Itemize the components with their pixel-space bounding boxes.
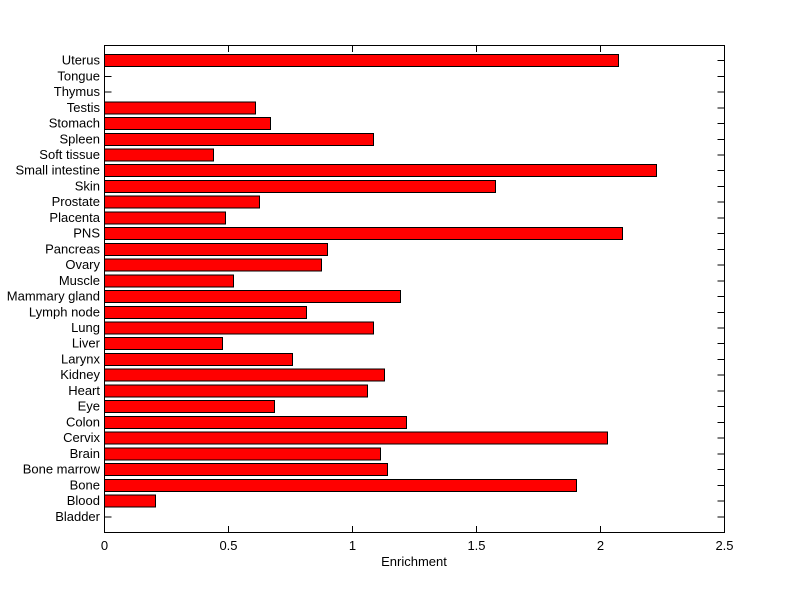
svg-text:Kidney: Kidney (60, 367, 100, 382)
svg-text:Lymph node: Lymph node (29, 304, 100, 319)
svg-text:Muscle: Muscle (59, 273, 100, 288)
svg-text:Mammary gland: Mammary gland (7, 289, 100, 304)
svg-text:Soft tissue: Soft tissue (39, 147, 100, 162)
svg-text:0.5: 0.5 (219, 538, 237, 553)
svg-text:Small intestine: Small intestine (15, 163, 100, 178)
svg-text:Spleen: Spleen (60, 131, 100, 146)
svg-text:Thymus: Thymus (54, 84, 101, 99)
svg-text:2: 2 (597, 538, 604, 553)
svg-text:Enrichment: Enrichment (381, 554, 447, 569)
svg-text:Placenta: Placenta (49, 210, 100, 225)
svg-text:Pancreas: Pancreas (45, 241, 100, 256)
svg-text:Bone marrow: Bone marrow (23, 462, 101, 477)
svg-text:Colon: Colon (66, 414, 100, 429)
svg-text:Testis: Testis (67, 100, 101, 115)
svg-text:PNS: PNS (73, 226, 100, 241)
svg-text:Skin: Skin (75, 178, 100, 193)
svg-text:Uterus: Uterus (62, 53, 101, 68)
svg-text:Stomach: Stomach (49, 116, 100, 131)
svg-text:1: 1 (349, 538, 356, 553)
svg-text:Cervix: Cervix (63, 430, 100, 445)
svg-text:Blood: Blood (67, 493, 100, 508)
svg-text:Prostate: Prostate (52, 194, 100, 209)
svg-text:Heart: Heart (68, 383, 100, 398)
svg-text:Liver: Liver (72, 336, 101, 351)
svg-text:Bone: Bone (70, 477, 100, 492)
svg-text:Larynx: Larynx (61, 351, 101, 366)
svg-text:0: 0 (101, 538, 108, 553)
svg-text:1.5: 1.5 (467, 538, 485, 553)
svg-text:Tongue: Tongue (57, 68, 100, 83)
svg-text:Lung: Lung (71, 320, 100, 335)
svg-text:Bladder: Bladder (55, 509, 100, 524)
svg-text:Brain: Brain (70, 446, 100, 461)
svg-text:Eye: Eye (78, 399, 100, 414)
svg-text:Ovary: Ovary (65, 257, 100, 272)
svg-text:2.5: 2.5 (715, 538, 733, 553)
